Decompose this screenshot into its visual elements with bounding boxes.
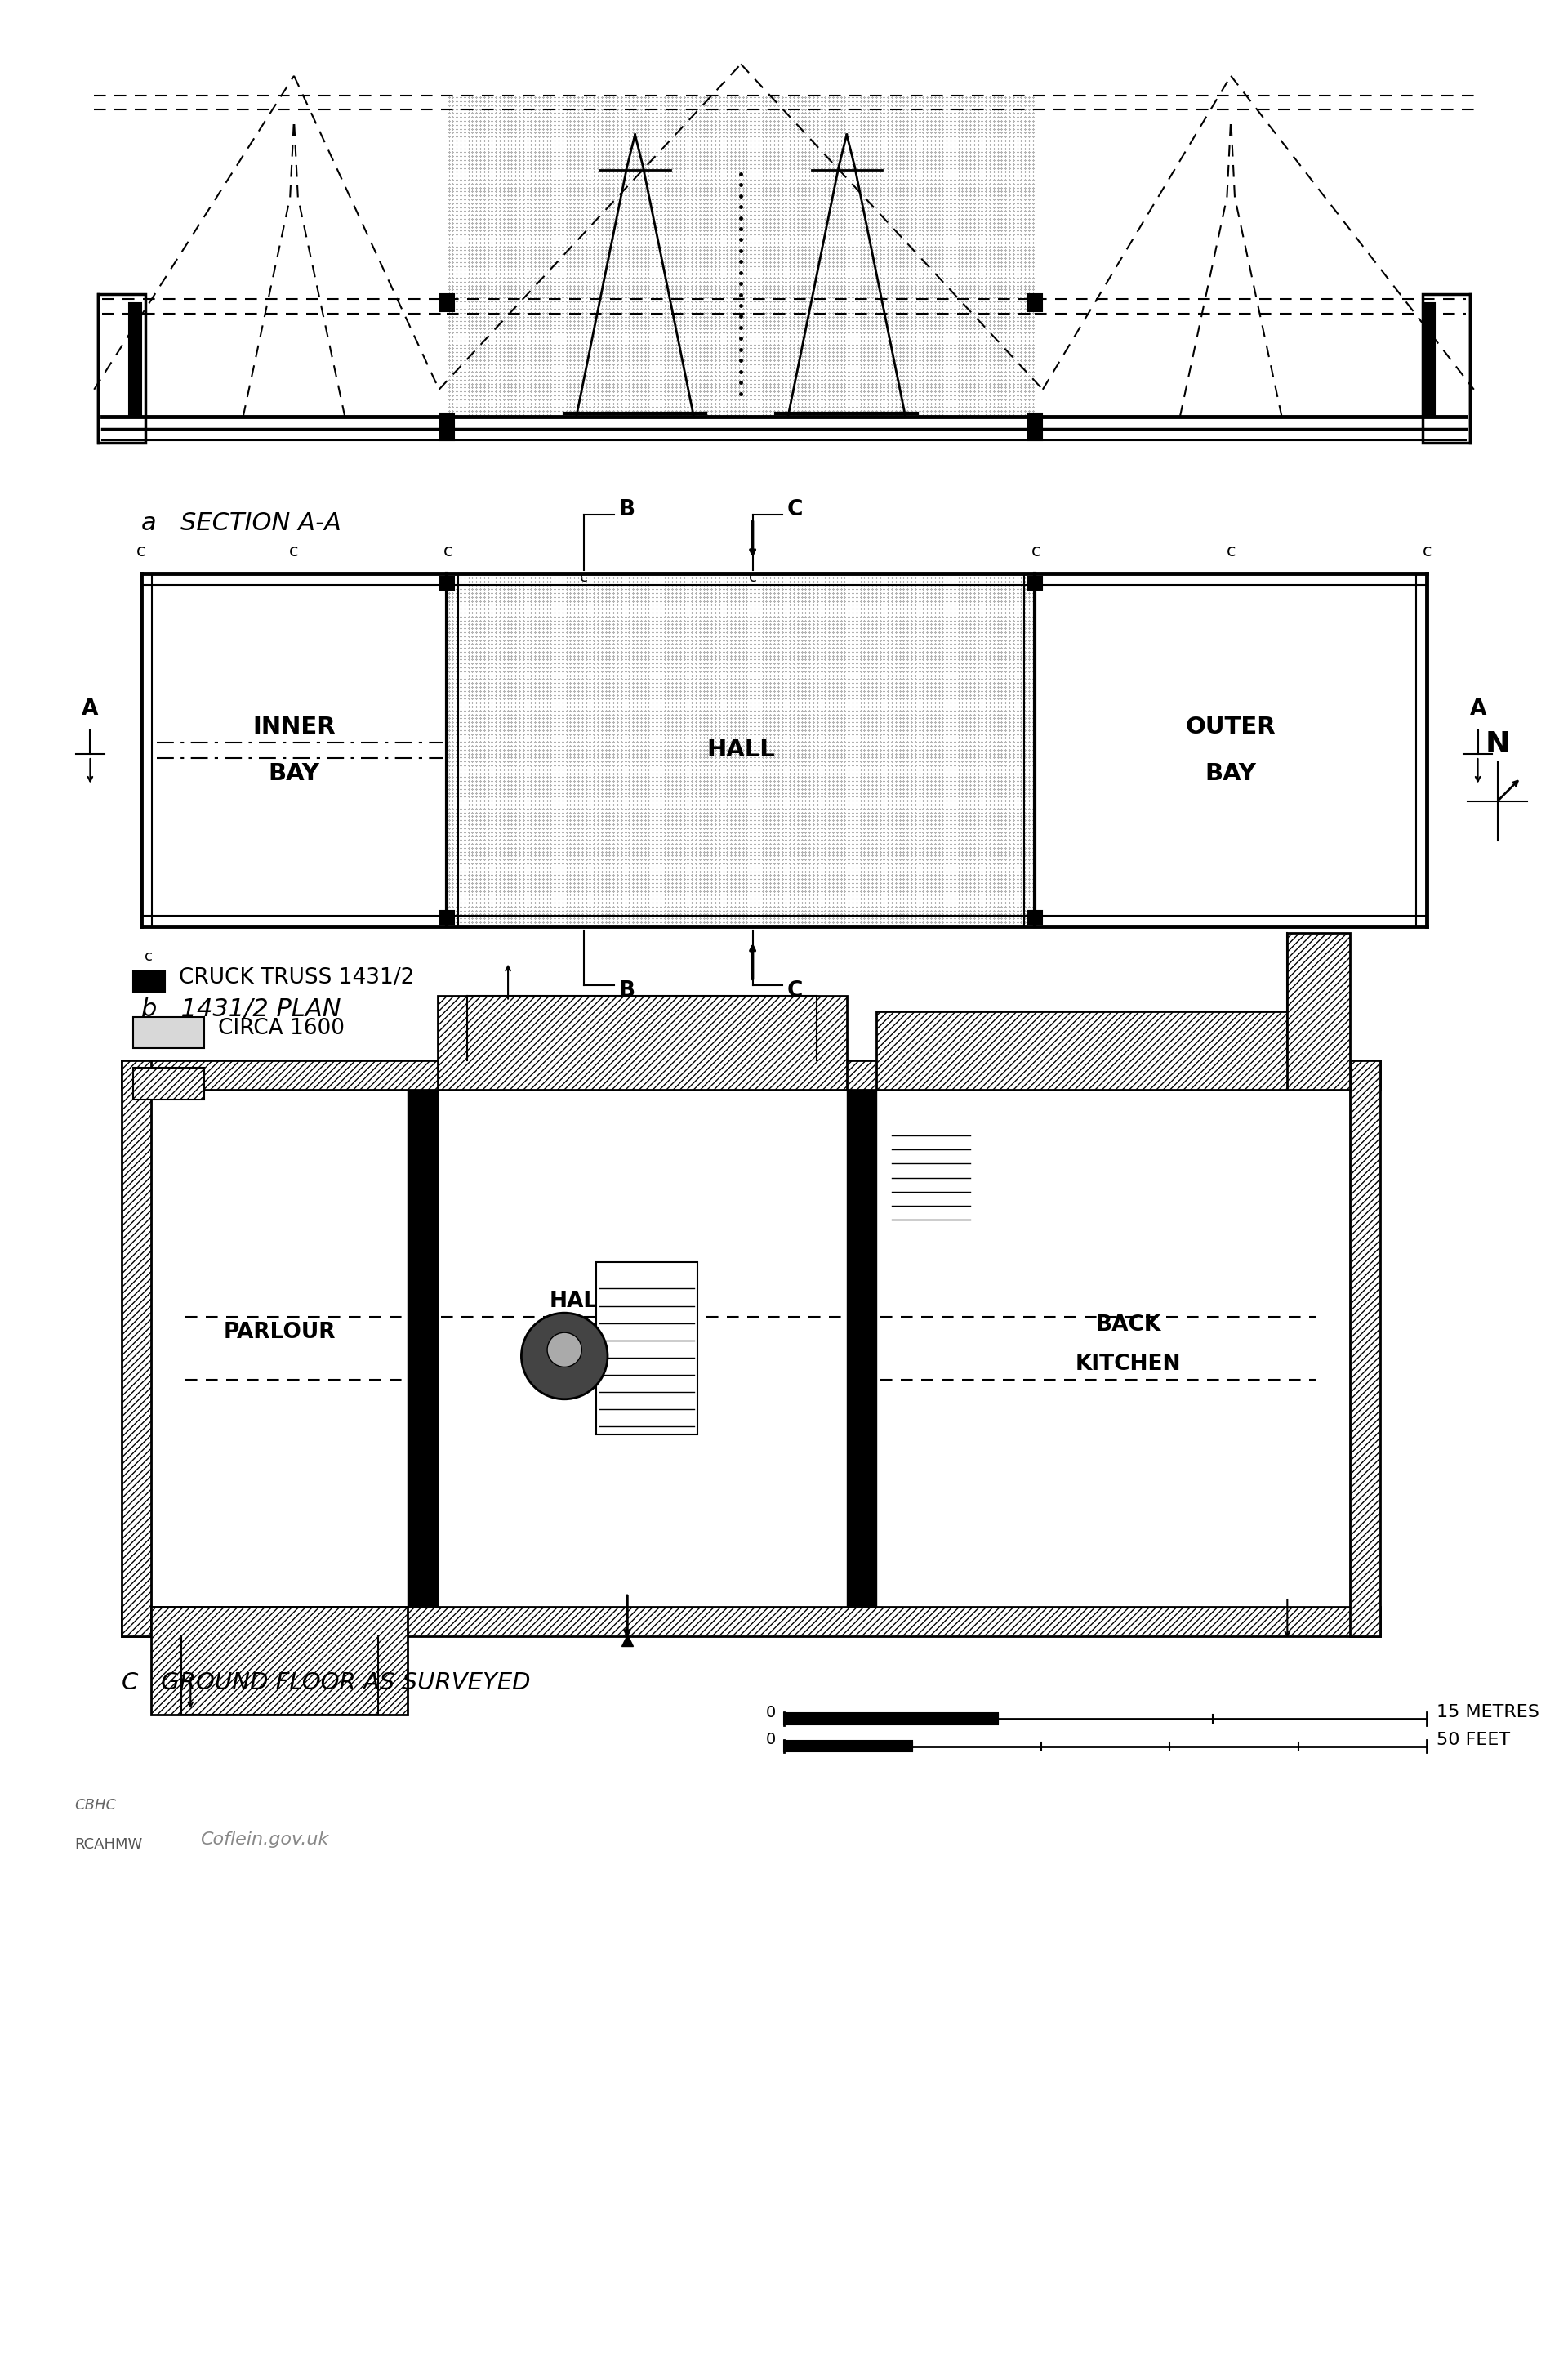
- Bar: [121, 1061, 151, 1636]
- Text: 0: 0: [767, 1731, 776, 1748]
- Text: C   GROUND FLOOR AS SURVEYED: C GROUND FLOOR AS SURVEYED: [121, 1672, 530, 1696]
- Bar: [97, 295, 144, 442]
- Bar: [121, 1061, 1380, 1089]
- Text: B: B: [618, 980, 635, 1001]
- Bar: [1029, 578, 1041, 590]
- Bar: [439, 578, 455, 590]
- Circle shape: [547, 1332, 582, 1367]
- Bar: [877, 1011, 1301, 1089]
- Bar: [133, 1018, 204, 1049]
- Text: 19TH CENTURY: 19TH CENTURY: [218, 1070, 383, 1089]
- Circle shape: [521, 1313, 607, 1398]
- Bar: [439, 295, 455, 312]
- Bar: [129, 304, 141, 416]
- Text: CIRCA 1600: CIRCA 1600: [218, 1018, 345, 1039]
- Bar: [408, 1089, 437, 1608]
- Bar: [439, 414, 455, 440]
- Text: 15 METRES: 15 METRES: [1436, 1705, 1540, 1722]
- Bar: [784, 1712, 999, 1724]
- Bar: [1350, 1061, 1380, 1636]
- Text: c: c: [1422, 542, 1432, 559]
- Bar: [151, 1608, 408, 1715]
- Text: KITCHEN: KITCHEN: [1076, 1353, 1181, 1374]
- Text: a   SECTION A-A: a SECTION A-A: [141, 511, 342, 535]
- Text: c: c: [748, 571, 757, 585]
- Text: PARLOUR: PARLOUR: [223, 1322, 336, 1344]
- Text: Coflein.gov.uk: Coflein.gov.uk: [201, 1831, 328, 1848]
- Bar: [1029, 911, 1041, 923]
- Text: A: A: [1469, 699, 1486, 721]
- Bar: [847, 1089, 877, 1608]
- Text: c: c: [290, 542, 298, 559]
- Text: CBHC: CBHC: [74, 1798, 116, 1812]
- Text: c: c: [136, 542, 146, 559]
- Text: c: c: [444, 542, 453, 559]
- Text: INNER: INNER: [252, 716, 336, 737]
- Text: c: c: [580, 571, 588, 585]
- Text: c: c: [1032, 542, 1041, 559]
- Text: CRUCK TRUSS 1431/2: CRUCK TRUSS 1431/2: [179, 968, 414, 989]
- Text: BACK: BACK: [1096, 1315, 1160, 1336]
- Bar: [1422, 304, 1435, 416]
- Text: C: C: [787, 980, 803, 1001]
- Text: B: B: [618, 499, 635, 521]
- Text: 50 FEET: 50 FEET: [1436, 1731, 1510, 1748]
- Text: HALL: HALL: [707, 740, 775, 761]
- Bar: [439, 911, 455, 923]
- Bar: [1029, 414, 1041, 440]
- Text: HALL: HALL: [549, 1291, 612, 1313]
- Bar: [596, 1263, 698, 1434]
- Text: N: N: [1485, 730, 1510, 759]
- Text: BAY: BAY: [268, 763, 320, 785]
- Text: c: c: [144, 949, 154, 965]
- Bar: [784, 1741, 913, 1753]
- Text: c: c: [1226, 542, 1236, 559]
- Bar: [133, 1068, 204, 1099]
- Bar: [1029, 295, 1041, 312]
- Text: 0: 0: [767, 1705, 776, 1719]
- Bar: [1422, 295, 1469, 442]
- Bar: [121, 1608, 1380, 1636]
- Bar: [133, 970, 165, 992]
- Text: OUTER: OUTER: [1185, 716, 1276, 737]
- Bar: [1287, 932, 1350, 1089]
- Text: C: C: [787, 499, 803, 521]
- Bar: [437, 996, 847, 1089]
- Text: RCAHMW: RCAHMW: [74, 1838, 143, 1852]
- Text: A: A: [82, 699, 99, 721]
- Text: BAY: BAY: [1206, 763, 1256, 785]
- Text: b   1431/2 PLAN: b 1431/2 PLAN: [141, 996, 340, 1020]
